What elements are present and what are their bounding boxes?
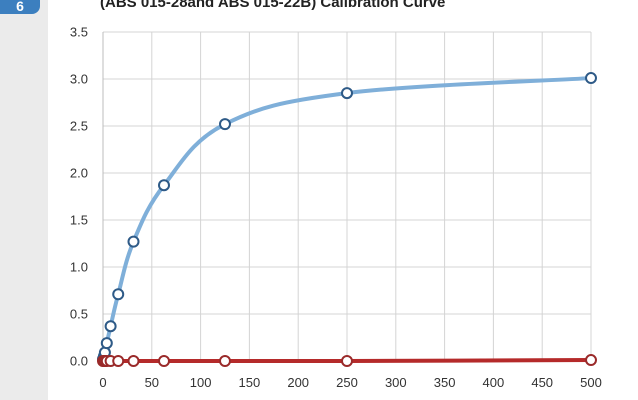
- series-0-point-8: [219, 118, 231, 131]
- x-tick-label-8: 400: [483, 375, 505, 390]
- step-number-badge: 6: [0, 0, 40, 14]
- series-0-point-4: [104, 320, 117, 333]
- y-tick-label-2: 1.0: [70, 260, 88, 275]
- y-tick-label-7: 3.5: [70, 25, 88, 40]
- x-tick-label-9: 450: [531, 375, 553, 390]
- series-0-point-9: [341, 87, 353, 100]
- y-tick-label-6: 3.0: [70, 72, 88, 87]
- series-1-point-7: [158, 355, 170, 367]
- series-0-point-6: [127, 235, 140, 248]
- x-tick-label-6: 300: [385, 375, 407, 390]
- series-1-point-5: [112, 355, 125, 367]
- y-tick-label-0: 0.0: [70, 354, 88, 369]
- series-0-point-5: [112, 288, 125, 301]
- series-1-point-6: [127, 355, 140, 367]
- x-tick-label-3: 150: [239, 375, 261, 390]
- y-tick-label-3: 1.5: [70, 213, 88, 228]
- x-tick-label-0: 0: [99, 375, 106, 390]
- chart-title: (ABS 015-28and ABS 015-22B) Calibration …: [100, 0, 446, 11]
- x-tick-label-10: 500: [580, 375, 602, 390]
- series-1-point-10: [585, 354, 597, 367]
- y-tick-label-4: 2.0: [70, 166, 88, 181]
- x-tick-label-2: 100: [190, 375, 212, 390]
- series-0-point-7: [158, 179, 170, 192]
- y-axis-tick-labels: 0.0 0.5 1.0 1.5 2.0 2.5 3.0 3.5: [70, 25, 88, 369]
- series-0-point-3: [100, 337, 113, 350]
- series-0-point-10: [585, 72, 597, 85]
- y-tick-label-1: 0.5: [70, 307, 88, 322]
- y-tick-label-5: 2.5: [70, 119, 88, 134]
- x-axis-tick-labels: 0 50 100 150 200 250 300 350 400 450 500: [99, 375, 601, 390]
- series-1-point-8: [219, 355, 231, 367]
- x-tick-label-4: 200: [287, 375, 309, 390]
- x-tick-label-1: 50: [145, 375, 159, 390]
- series-1-point-9: [341, 355, 353, 367]
- left-margin-strip: [0, 0, 48, 400]
- x-tick-label-5: 250: [336, 375, 358, 390]
- x-tick-label-7: 350: [434, 375, 456, 390]
- data-series: [97, 72, 597, 367]
